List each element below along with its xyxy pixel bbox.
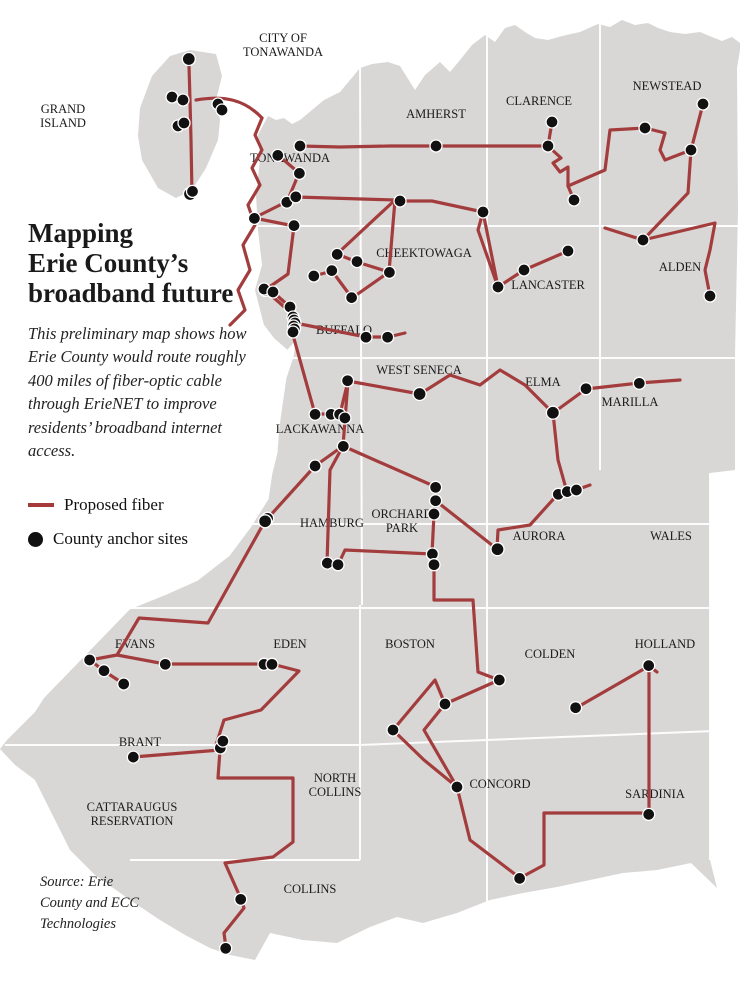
svg-text:NORTH: NORTH: [314, 771, 356, 785]
svg-text:AURORA: AURORA: [513, 529, 566, 543]
svg-text:COLLINS: COLLINS: [284, 882, 337, 896]
svg-text:RESERVATION: RESERVATION: [91, 814, 174, 828]
svg-text:LACKAWANNA: LACKAWANNA: [276, 422, 365, 436]
svg-text:GRAND: GRAND: [41, 102, 85, 116]
svg-text:AMHERST: AMHERST: [406, 107, 466, 121]
svg-text:SARDINIA: SARDINIA: [625, 787, 685, 801]
svg-text:EDEN: EDEN: [273, 637, 306, 651]
svg-text:WALES: WALES: [650, 529, 692, 543]
svg-text:COLDEN: COLDEN: [525, 647, 576, 661]
svg-text:NEWSTEAD: NEWSTEAD: [633, 79, 702, 93]
svg-text:ELMA: ELMA: [525, 375, 560, 389]
svg-text:PARK: PARK: [386, 521, 418, 535]
svg-text:CONCORD: CONCORD: [469, 777, 530, 791]
svg-text:COLLINS: COLLINS: [309, 785, 362, 799]
svg-text:CITY OF: CITY OF: [259, 31, 307, 45]
svg-text:CLARENCE: CLARENCE: [506, 94, 572, 108]
svg-text:BRANT: BRANT: [119, 735, 162, 749]
svg-text:ISLAND: ISLAND: [40, 116, 86, 130]
svg-text:CATTARAUGUS: CATTARAUGUS: [87, 800, 178, 814]
svg-text:LANCASTER: LANCASTER: [511, 278, 585, 292]
svg-text:HOLLAND: HOLLAND: [635, 637, 695, 651]
svg-text:ALDEN: ALDEN: [659, 260, 701, 274]
svg-text:MARILLA: MARILLA: [602, 395, 659, 409]
svg-text:ORCHARD: ORCHARD: [371, 507, 432, 521]
svg-text:BOSTON: BOSTON: [385, 637, 435, 651]
svg-text:TONAWANDA: TONAWANDA: [243, 45, 323, 59]
